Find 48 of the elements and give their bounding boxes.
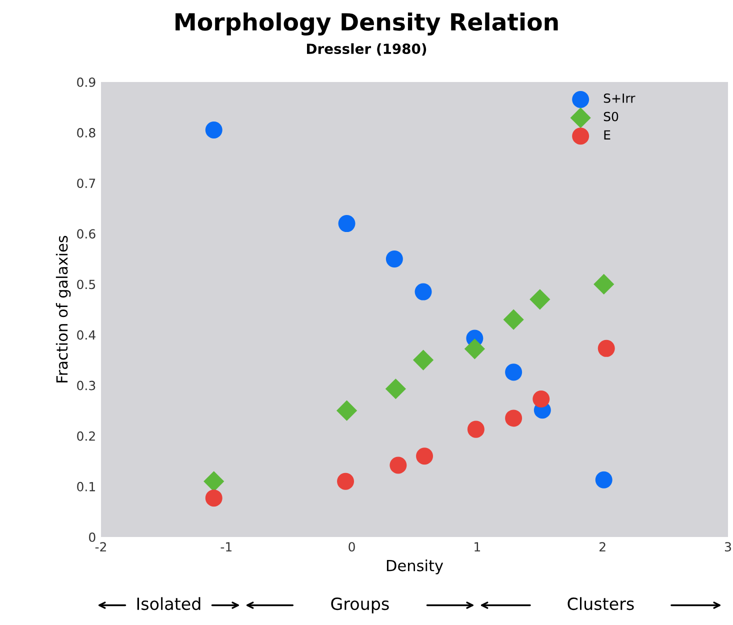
point — [467, 420, 484, 438]
point — [594, 274, 614, 295]
y-tick-label: 0 — [89, 532, 96, 542]
legend-label: S0 — [604, 112, 618, 122]
point — [385, 378, 406, 400]
y-axis-title: Fraction of galaxies — [56, 236, 71, 382]
y-tick-label: 0.6 — [77, 229, 96, 239]
point — [464, 338, 485, 360]
y-tick-label: 0.9 — [77, 77, 96, 87]
point — [532, 390, 550, 408]
x-tick-label: -1 — [220, 542, 232, 552]
y-tick-label: 0.1 — [77, 482, 95, 492]
y-tick-label: 0.2 — [77, 431, 95, 441]
x-tick-label: 1 — [474, 542, 480, 552]
x-tick-label: 2 — [600, 542, 606, 552]
chart-subtitle: Dressler (1980) — [307, 43, 426, 56]
point — [595, 471, 612, 488]
point — [530, 289, 550, 310]
point — [414, 283, 432, 300]
x-tick-label: 3 — [724, 542, 731, 552]
text: Isolated — [137, 597, 200, 610]
point — [205, 490, 222, 507]
text: Groups — [331, 597, 389, 614]
x-tick-label: 0 — [348, 542, 355, 552]
legend-label: E — [604, 130, 610, 140]
point — [337, 472, 354, 490]
y-tick-label: 0.7 — [77, 178, 96, 188]
y-tick-label: 0.4 — [77, 330, 96, 340]
point — [503, 309, 524, 330]
point — [338, 215, 356, 232]
y-tick-label: 0.8 — [77, 128, 96, 138]
point — [416, 448, 434, 465]
point — [412, 350, 434, 370]
point — [598, 340, 615, 357]
point — [386, 250, 403, 268]
point — [204, 471, 224, 492]
point — [505, 410, 522, 427]
point — [390, 456, 407, 474]
point — [205, 122, 222, 139]
x-tick-label: -2 — [95, 542, 106, 552]
y-tick-label: 0.3 — [77, 380, 96, 390]
text: Clusters — [568, 597, 634, 610]
chart-title: Morphology Density Relation — [176, 12, 558, 36]
x-axis-title: Density — [386, 560, 444, 574]
legend-label: S+Irr — [604, 93, 636, 103]
point — [336, 400, 358, 421]
point — [505, 364, 522, 381]
y-tick-label: 0.5 — [77, 280, 96, 290]
